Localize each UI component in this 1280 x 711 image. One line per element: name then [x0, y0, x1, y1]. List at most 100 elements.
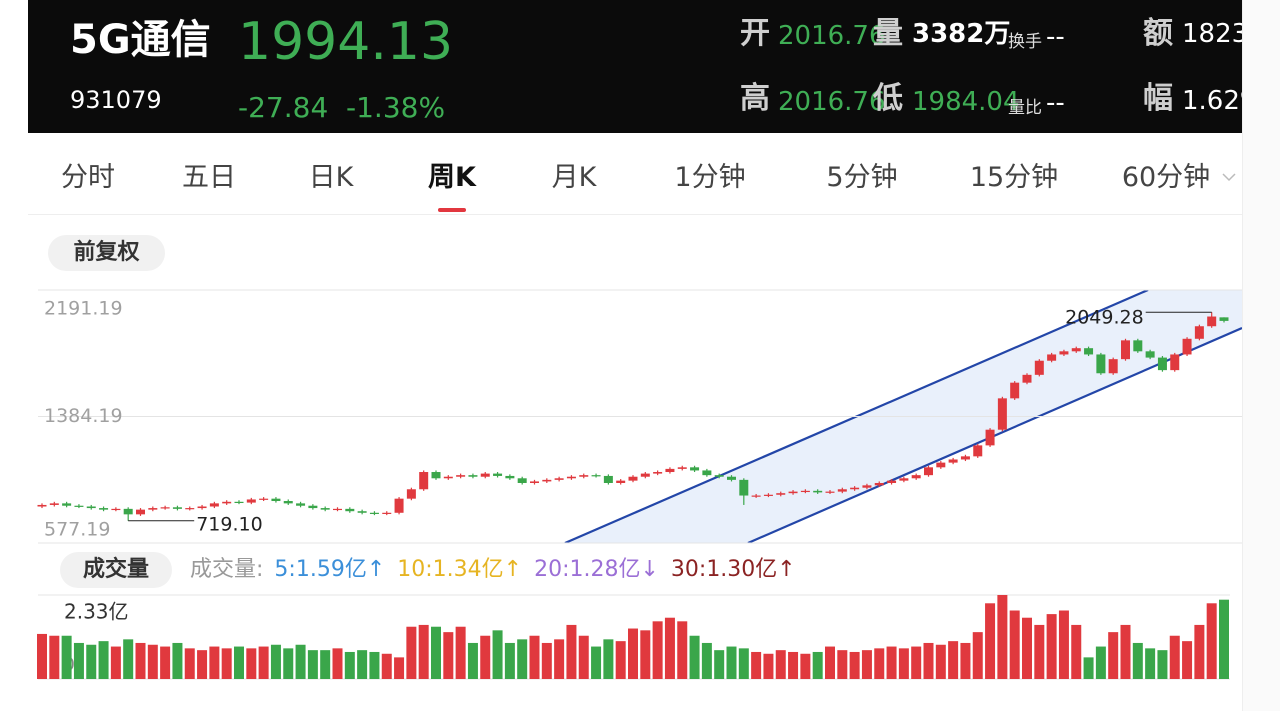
legend-item: 5:1.59亿↑ [274, 557, 386, 582]
candle-body [603, 475, 613, 483]
volume-button[interactable]: 成交量 [60, 552, 172, 588]
volume-bar [529, 635, 540, 679]
adjust-button[interactable]: 前复权 [48, 235, 165, 271]
volume-bar [825, 646, 835, 679]
volume-bar [258, 646, 269, 679]
volume-bar [381, 653, 392, 679]
candle-body [948, 459, 958, 463]
candle-body [148, 508, 158, 510]
volume-bar [1034, 624, 1045, 679]
volume-bar [283, 648, 294, 679]
period-tab[interactable]: 日K [308, 162, 354, 193]
volume-bar [406, 626, 417, 679]
volume-bar [566, 624, 577, 679]
candle-body [480, 473, 490, 477]
volume-bar [1022, 617, 1032, 679]
volume-bar [615, 641, 626, 679]
volume-bar [861, 650, 872, 679]
volume-bar [997, 595, 1008, 679]
candle-body [419, 472, 429, 490]
volume-bar [603, 639, 614, 679]
volume-bar [455, 626, 466, 679]
volume-bar [209, 646, 220, 679]
period-tab[interactable]: 5分钟 [826, 162, 898, 193]
volume-bar [1169, 635, 1180, 679]
volume-bar [147, 644, 158, 679]
volume-bar [849, 651, 860, 679]
candle-body [936, 462, 946, 468]
candle-body [653, 472, 663, 474]
period-tab[interactable]: 15分钟 [969, 162, 1059, 193]
stat-value: 2016.76 [778, 21, 886, 51]
candle-body [62, 503, 72, 506]
volume-bar [652, 621, 663, 679]
volume-bar [49, 635, 60, 679]
period-tab[interactable]: 60分钟 [1121, 162, 1211, 193]
volume-bar [160, 646, 171, 679]
candle-body [296, 503, 306, 506]
candle-body [1096, 354, 1106, 374]
candle-body [1170, 354, 1180, 371]
candle-body [271, 498, 281, 502]
stat-value: -- [1046, 88, 1065, 118]
stat-value: 3382万 [912, 19, 1011, 49]
candle-body [259, 498, 269, 500]
volume-bar [591, 646, 602, 679]
volume-bar [985, 603, 996, 679]
legend-item: 20:1.28亿↓ [534, 557, 659, 582]
volume-bar [1194, 624, 1205, 679]
volume-bar [763, 653, 774, 679]
stat-label: 开 [740, 16, 770, 51]
volume-bar [86, 644, 97, 679]
volume-bar [431, 626, 441, 679]
candle-body [406, 489, 416, 499]
period-tab[interactable]: 月K [551, 162, 597, 193]
volume-bar [578, 635, 589, 679]
volume-bar [812, 651, 823, 679]
candle-body [1059, 351, 1069, 355]
volume-bar [197, 650, 208, 679]
candle-body [727, 476, 736, 480]
candle-body [911, 475, 921, 479]
candle-body [1022, 374, 1032, 383]
stat-value: 1984.04 [912, 87, 1020, 117]
legend-item: 10:1.34亿↑ [397, 557, 523, 582]
volume-bar [492, 630, 503, 679]
candle-body [74, 505, 84, 507]
high-label: 2049.28 [1065, 307, 1144, 329]
stat-label: 幅 [1143, 81, 1173, 116]
volume-bar [874, 648, 885, 679]
volume-bar [726, 646, 737, 679]
volume-bar [689, 635, 700, 679]
period-tab[interactable]: 五日 [182, 162, 236, 193]
volume-bar [184, 648, 195, 679]
candle-body [887, 480, 897, 483]
candle-body [493, 473, 503, 476]
candle-body [960, 456, 970, 460]
candle-body [136, 509, 145, 515]
y-tick-label: 2191.19 [44, 298, 123, 320]
stat-label: 量比 [1008, 98, 1042, 118]
candle-body [566, 476, 576, 479]
volume-bar [898, 648, 909, 679]
candle-body [1084, 348, 1094, 355]
volume-bar [246, 648, 257, 679]
period-tab[interactable]: 周K [428, 162, 476, 193]
candle-body [111, 508, 121, 511]
volume-bar [837, 650, 848, 679]
period-tab[interactable]: 分时 [61, 162, 115, 193]
volume-bar [677, 621, 688, 679]
candle-body [505, 475, 515, 479]
volume-bar [418, 624, 429, 679]
volume-bar [1108, 632, 1119, 679]
candle-body [837, 489, 847, 492]
volume-bar [110, 646, 121, 679]
candle-body [530, 481, 539, 483]
volume-bar [270, 644, 281, 679]
candle-body [1047, 354, 1057, 361]
period-tab[interactable]: 1分钟 [674, 162, 746, 193]
more-chevron[interactable] [1222, 172, 1236, 182]
y-tick-label: 1384.19 [44, 405, 123, 427]
stat-label: 量 [873, 16, 903, 51]
